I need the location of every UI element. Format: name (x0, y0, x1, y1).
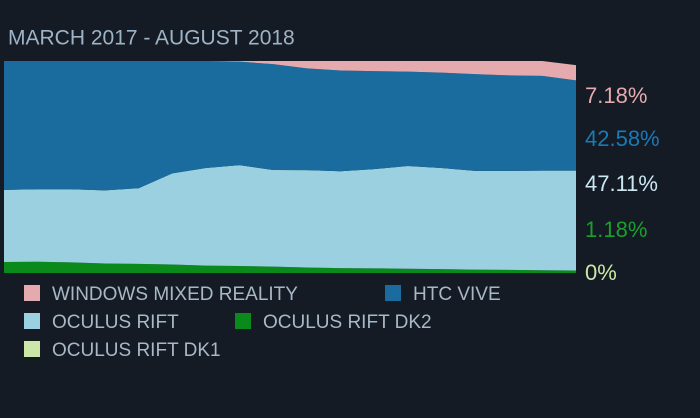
legend-swatch (24, 341, 40, 357)
legend-swatch (24, 285, 40, 301)
value-label: 7.18% (585, 83, 647, 108)
chart-title: MARCH 2017 - AUGUST 2018 (8, 27, 295, 50)
legend-swatch (235, 313, 251, 329)
value-label: 42.58% (585, 126, 660, 151)
area (4, 61, 576, 81)
legend-label: OCULUS RIFT DK1 (52, 340, 221, 361)
legend-label: HTC VIVE (413, 284, 501, 305)
legend-swatch (385, 285, 401, 301)
area (4, 261, 576, 273)
legend-label: OCULUS RIFT DK2 (263, 312, 432, 333)
legend-label: OCULUS RIFT (52, 312, 179, 333)
area (4, 61, 576, 191)
value-label: 47.11% (585, 171, 658, 196)
legend-swatch (24, 313, 40, 329)
area (4, 165, 576, 271)
legend-label: WINDOWS MIXED REALITY (52, 284, 298, 305)
value-label: 0% (585, 260, 617, 285)
value-label: 1.18% (585, 217, 647, 242)
